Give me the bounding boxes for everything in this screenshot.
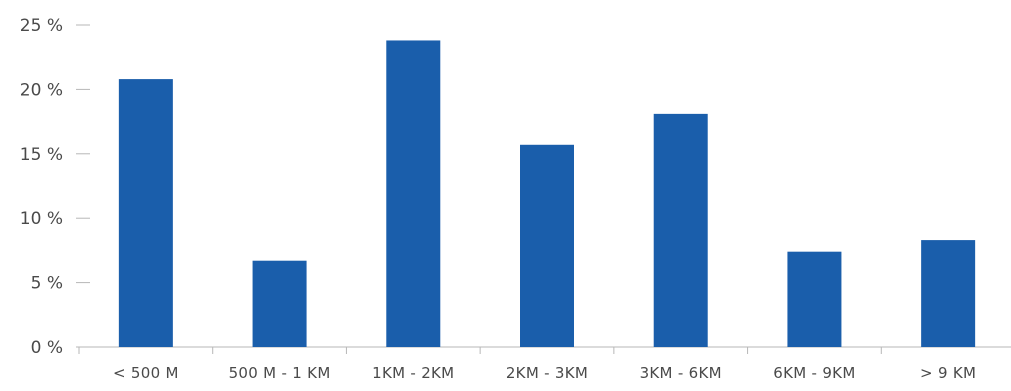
x-tick-label: 1KM - 2KM: [372, 364, 454, 382]
bar: [252, 260, 307, 347]
y-tick-label: 0 %: [31, 338, 63, 358]
bar: [118, 79, 173, 347]
x-tick-label: 2KM - 3KM: [506, 364, 588, 382]
y-tick-label: 15 %: [20, 145, 63, 165]
x-tick-label: 6KM - 9KM: [773, 364, 855, 382]
bar: [653, 113, 708, 347]
y-tick-label: 10 %: [20, 209, 63, 229]
x-tick-label: > 9 KM: [920, 364, 976, 382]
x-axis: < 500 M 500 M - 1 KM 1KM - 2KM 2KM - 3KM 3KM…: [78, 346, 1011, 382]
y-tick-label: 5 %: [31, 274, 63, 294]
y-axis: 0 % 5 % 10 % 15 % 20 % 25 %: [20, 16, 90, 358]
bar: [921, 240, 976, 347]
x-tick-label: 500 M - 1 KM: [229, 364, 331, 382]
x-tick-label: 3KM - 6KM: [640, 364, 722, 382]
bar-series: [118, 40, 976, 348]
y-tick-label: 25 %: [20, 16, 63, 36]
bar: [520, 144, 574, 347]
y-tick-label: 20 %: [20, 80, 63, 100]
x-tick-label: < 500 M: [113, 364, 179, 382]
bar: [386, 40, 441, 348]
bar: [787, 251, 842, 347]
